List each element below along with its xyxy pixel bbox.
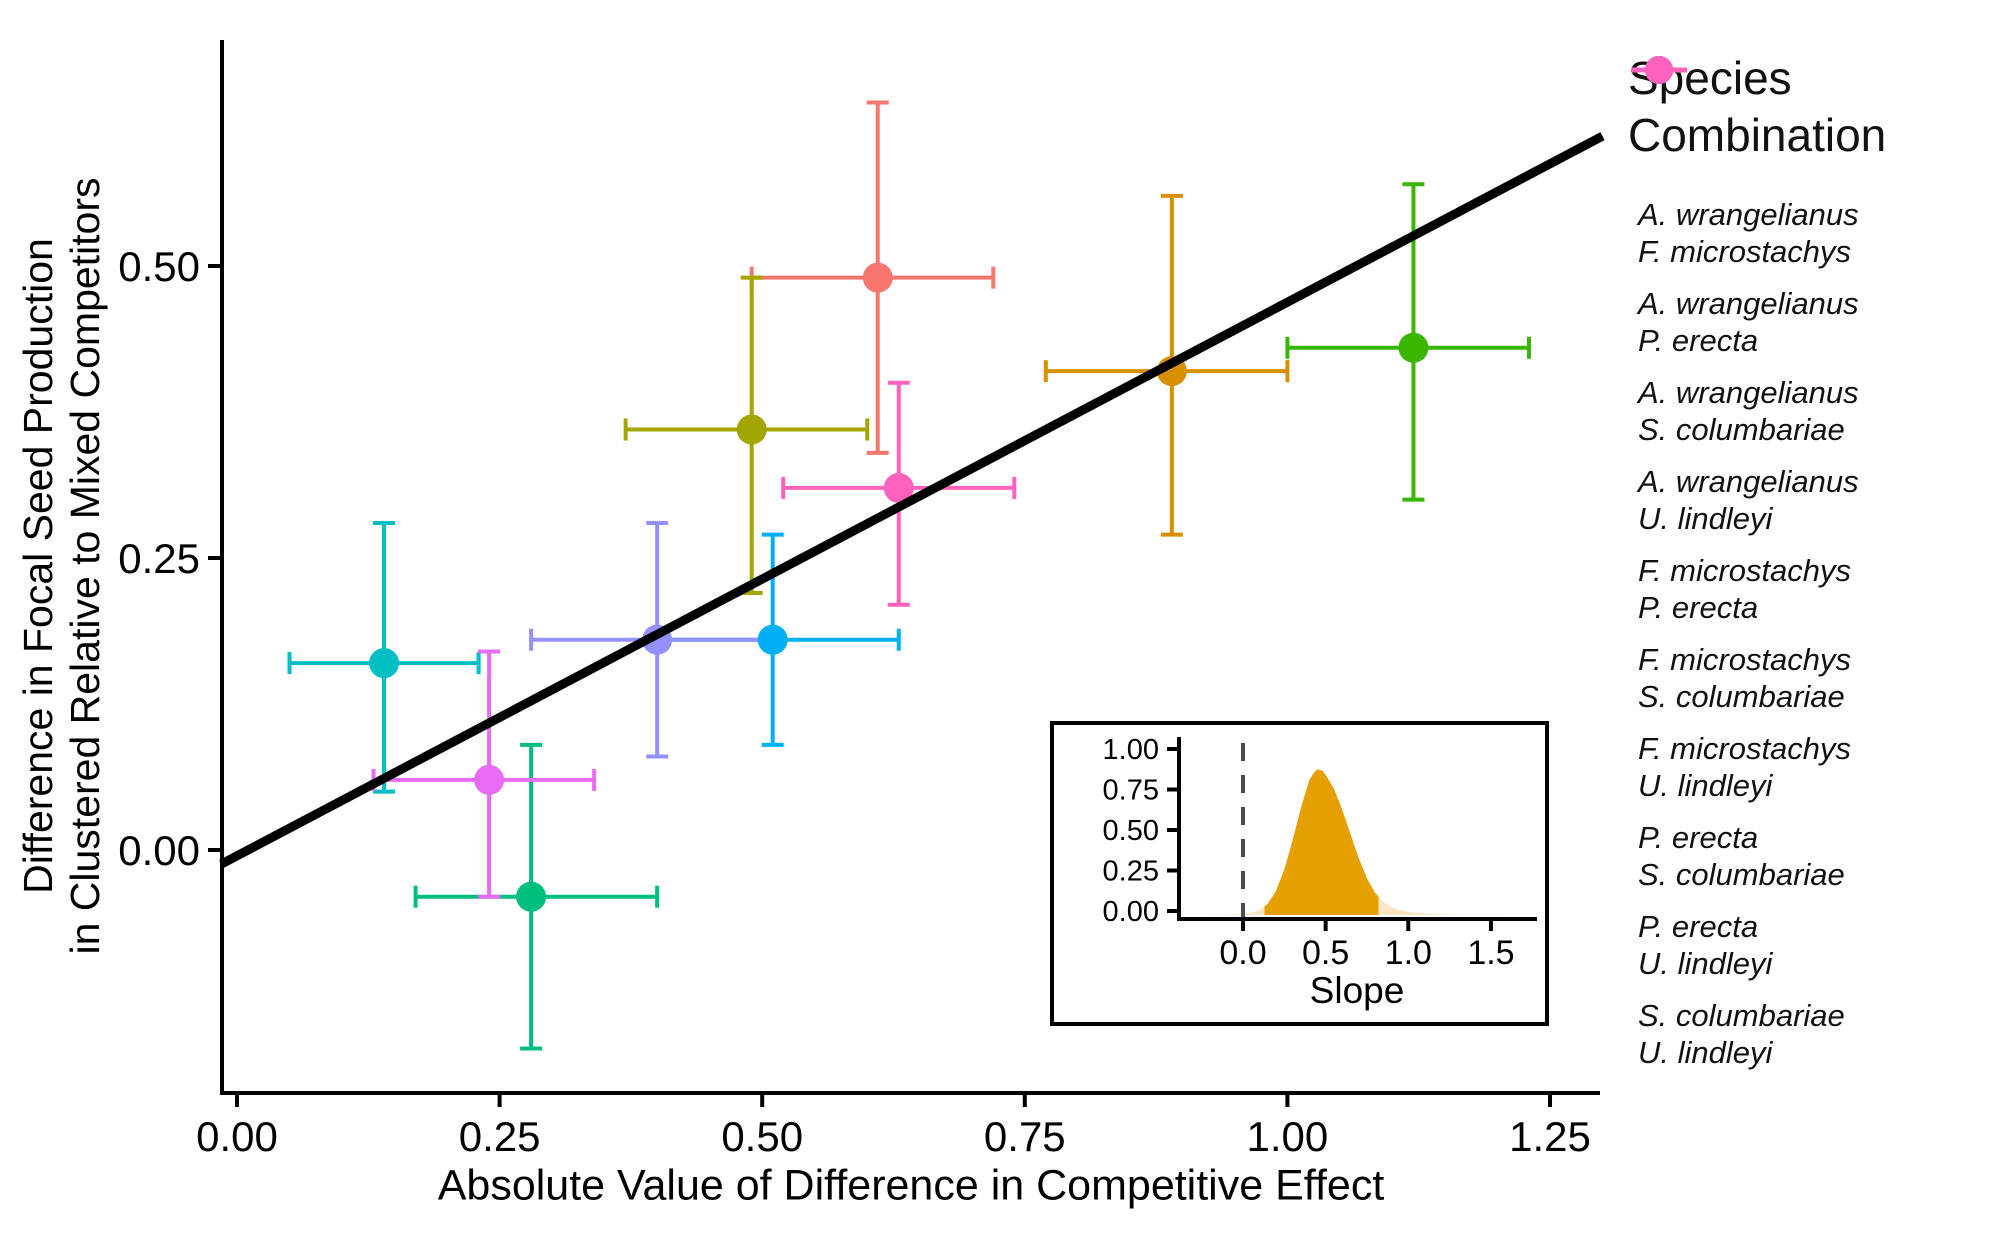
y-axis-label-line1: Difference in Focal Seed Production [15, 238, 61, 894]
legend-item: A. wrangelianus S. columbariae [1628, 56, 2000, 455]
inset-y-tick-label: 0.00 [1103, 896, 1159, 928]
legend-item-label: A. wrangelianus F. microstachys [1638, 196, 1859, 269]
legend-item: F. microstachys U. lindleyi [1628, 56, 2000, 811]
legend-item-label: A. wrangelianus S. columbariae [1638, 374, 1859, 447]
inset-y-tick-label: 1.00 [1103, 734, 1159, 766]
y-axis-label-line2: in Clustered Relative to Mixed Competito… [62, 177, 108, 955]
inset-x-axis-label: Slope [1310, 970, 1405, 1011]
x-axis-tick-label: 0.25 [459, 1113, 541, 1160]
data-point-0 [862, 262, 893, 293]
legend-item-label: S. columbariae U. lindleyi [1638, 997, 1845, 1070]
inset-x-tick-label: 0.5 [1302, 934, 1349, 972]
x-axis-tick-label: 0.50 [721, 1113, 803, 1160]
y-axis-tick-label: 0.50 [118, 243, 200, 290]
inset-density [1264, 769, 1379, 915]
inset-y-tick-label: 0.50 [1103, 815, 1159, 847]
data-point-8 [474, 764, 505, 795]
y-axis-tick-label: 0.25 [118, 535, 200, 582]
x-axis-label: Absolute Value of Difference in Competit… [437, 1161, 1385, 1210]
x-axis-tick-label: 1.00 [1247, 1113, 1329, 1160]
legend-item: A. wrangelianus U. lindleyi [1628, 56, 2000, 544]
y-axis-tick-label: 0.00 [118, 827, 200, 874]
legend-item-label: P. erecta S. columbariae [1638, 819, 1845, 892]
x-axis-tick-label: 0.00 [196, 1113, 278, 1160]
slope-inset-group: 0.0 0.5 1.0 1.5 1.00 0.75 0.50 0.25 0.00 Slope [1050, 721, 1549, 1026]
data-point-2 [736, 414, 767, 445]
data-point-4 [516, 881, 547, 912]
data-point-9 [883, 472, 914, 503]
inset-x-tick-label: 1.5 [1467, 934, 1514, 972]
regression-line-group [219, 132, 1605, 869]
data-point-6 [757, 624, 788, 655]
legend-item-label: A. wrangelianus P. erecta [1638, 285, 1859, 358]
inset-y-tick-label: 0.25 [1103, 856, 1159, 888]
legend-item: P. erecta S. columbariae [1628, 56, 2000, 900]
legend-item: F. microstachys S. columbariae [1628, 56, 2000, 722]
legend-item-label: F. microstachys S. columbariae [1638, 641, 1852, 714]
data-point-3 [1398, 332, 1429, 363]
legend-item: P. erecta U. lindleyi [1628, 56, 2000, 989]
legend-item: A. wrangelianus F. microstachys [1628, 56, 2000, 277]
regression-line [219, 132, 1605, 869]
legend-item-label: A. wrangelianus U. lindleyi [1638, 463, 1859, 536]
x-axis-tick-label: 1.25 [1509, 1113, 1591, 1160]
inset-x-tick-label: 1.0 [1385, 934, 1432, 972]
legend-item-label: F. microstachys P. erecta [1638, 552, 1852, 625]
x-axis-tick-label: 0.75 [984, 1113, 1066, 1160]
legend-item: A. wrangelianus P. erecta [1628, 56, 2000, 366]
inset-x-tick-label: 0.0 [1219, 934, 1266, 972]
axes-group: 0.00 0.25 0.50 0.75 1.00 1.25 0.50 0.25 0.00 [118, 40, 1600, 1160]
pointrange-icon [1631, 56, 1687, 84]
data-point-5 [369, 648, 400, 679]
y-axis-label: Difference in Focal Seed Production in C… [15, 177, 109, 954]
legend-item-label: P. erecta U. lindleyi [1638, 908, 1773, 981]
legend-items: A. wrangelianus F. microstachys A. wrange… [1628, 56, 2000, 1078]
legend-item: S. columbariae U. lindleyi [1628, 56, 2000, 1078]
legend: Species Combination A. wrangelianus F. mi… [1628, 50, 2000, 1078]
legend-item: F. microstachys P. erecta [1628, 56, 2000, 633]
legend-item-label: F. microstachys U. lindleyi [1638, 730, 1852, 803]
inset-y-tick-label: 0.75 [1103, 775, 1159, 807]
